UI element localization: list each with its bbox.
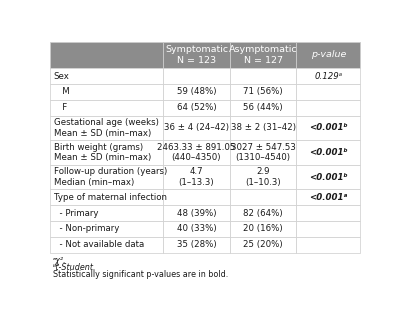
Bar — [50, 237, 163, 252]
Bar — [230, 165, 296, 189]
Bar — [230, 140, 296, 165]
Text: 2463.33 ± 891.05
(440–4350): 2463.33 ± 891.05 (440–4350) — [157, 143, 236, 162]
Bar — [296, 189, 360, 205]
Bar — [50, 189, 163, 205]
Bar — [163, 84, 230, 100]
Bar — [163, 237, 230, 252]
Text: 48 (39%): 48 (39%) — [177, 209, 216, 217]
Bar — [50, 205, 163, 221]
Text: Gestational age (weeks)
Mean ± SD (min–max): Gestational age (weeks) Mean ± SD (min–m… — [54, 118, 158, 138]
Text: 3027 ± 547.53
(1310–4540): 3027 ± 547.53 (1310–4540) — [231, 143, 296, 162]
Bar — [50, 100, 163, 115]
Text: 40 (33%): 40 (33%) — [177, 224, 216, 233]
Bar — [296, 100, 360, 115]
Text: 35 (28%): 35 (28%) — [177, 240, 216, 249]
Bar — [50, 221, 163, 237]
Text: 4.7
(1–13.3): 4.7 (1–13.3) — [179, 167, 214, 187]
Bar — [296, 84, 360, 100]
Bar — [230, 189, 296, 205]
Bar — [50, 84, 163, 100]
Bar — [163, 140, 230, 165]
Bar — [50, 140, 163, 165]
Bar — [230, 205, 296, 221]
Bar — [230, 100, 296, 115]
Text: 36 ± 4 (24–42): 36 ± 4 (24–42) — [164, 123, 229, 132]
Text: 56 (44%): 56 (44%) — [243, 103, 283, 112]
Text: - Primary: - Primary — [54, 209, 98, 217]
Text: F: F — [54, 103, 67, 112]
Bar — [163, 189, 230, 205]
Bar — [296, 68, 360, 84]
Text: ᵇt-Student.: ᵇt-Student. — [53, 263, 97, 272]
Text: 2.9
(1–10.3): 2.9 (1–10.3) — [245, 167, 281, 187]
Bar — [296, 205, 360, 221]
Bar — [50, 68, 163, 84]
Bar — [163, 68, 230, 84]
Text: <0.001ᵇ: <0.001ᵇ — [309, 173, 348, 181]
Bar — [296, 140, 360, 165]
Text: - Non-primary: - Non-primary — [54, 224, 119, 233]
Text: Follow-up duration (years)
Median (min–max): Follow-up duration (years) Median (min–m… — [54, 167, 167, 187]
Text: <0.001ᵇ: <0.001ᵇ — [309, 123, 348, 132]
Bar — [50, 115, 163, 140]
Text: Birth weight (grams)
Mean ± SD (min–max): Birth weight (grams) Mean ± SD (min–max) — [54, 143, 151, 162]
Text: <0.001ᵃ: <0.001ᵃ — [309, 193, 348, 202]
Text: 25 (20%): 25 (20%) — [243, 240, 283, 249]
Text: <0.001ᵇ: <0.001ᵇ — [309, 148, 348, 157]
Bar — [230, 237, 296, 252]
Bar — [163, 42, 230, 68]
Bar — [163, 205, 230, 221]
Text: 71 (56%): 71 (56%) — [243, 87, 283, 96]
Bar — [163, 221, 230, 237]
Text: 59 (48%): 59 (48%) — [177, 87, 216, 96]
Bar — [296, 221, 360, 237]
Text: p-value: p-value — [310, 50, 346, 60]
Text: Sex: Sex — [54, 72, 70, 80]
Bar — [163, 165, 230, 189]
Bar — [230, 42, 296, 68]
Text: 64 (52%): 64 (52%) — [177, 103, 216, 112]
Bar — [230, 221, 296, 237]
Text: M: M — [54, 87, 70, 96]
Bar — [230, 115, 296, 140]
Text: 20 (16%): 20 (16%) — [243, 224, 283, 233]
Text: 0.129ᵃ: 0.129ᵃ — [314, 72, 342, 80]
Text: Asymptomatic
N = 127: Asymptomatic N = 127 — [229, 45, 298, 65]
Text: 38 ± 2 (31–42): 38 ± 2 (31–42) — [231, 123, 296, 132]
Bar — [163, 115, 230, 140]
Text: - Not available data: - Not available data — [54, 240, 144, 249]
Text: 82 (64%): 82 (64%) — [243, 209, 283, 217]
Bar — [296, 42, 360, 68]
Bar — [50, 42, 163, 68]
Bar — [163, 100, 230, 115]
Bar — [50, 165, 163, 189]
Text: Statistically significant p-values are in bold.: Statistically significant p-values are i… — [53, 270, 228, 279]
Bar — [296, 237, 360, 252]
Bar — [230, 68, 296, 84]
Bar — [296, 115, 360, 140]
Bar — [296, 165, 360, 189]
Text: Symptomatic
N = 123: Symptomatic N = 123 — [165, 45, 228, 65]
Text: ᵃχ².: ᵃχ². — [53, 256, 67, 265]
Text: Type of maternal infection: Type of maternal infection — [54, 193, 167, 202]
Bar — [230, 84, 296, 100]
